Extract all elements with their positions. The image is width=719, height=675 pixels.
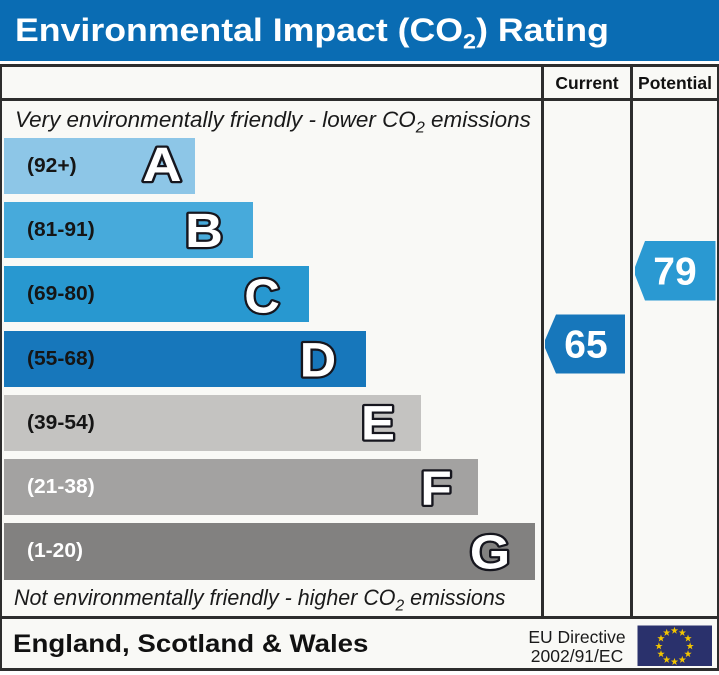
svg-text:A: A xyxy=(142,138,181,191)
svg-text:D: D xyxy=(300,334,336,388)
svg-text:B: B xyxy=(185,204,223,258)
svg-text:79: 79 xyxy=(653,251,696,294)
svg-text:E: E xyxy=(361,397,395,450)
svg-text:C: C xyxy=(244,270,279,323)
svg-text:F: F xyxy=(420,461,451,515)
svg-text:65: 65 xyxy=(564,324,607,367)
svg-text:G: G xyxy=(470,525,510,579)
